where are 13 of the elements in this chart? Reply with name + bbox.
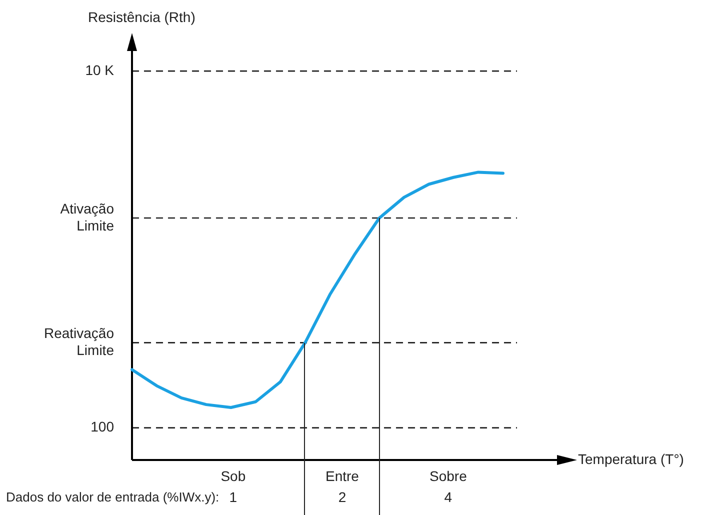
- text: 4: [444, 488, 452, 505]
- y-tick-label: Reativação Limite: [44, 325, 114, 358]
- y-tick-label: Ativação Limite: [60, 200, 114, 234]
- text: Dados do valor de entrada (%IWx.y):: [6, 490, 220, 505]
- text: Sob: [220, 468, 246, 484]
- y-tick-label: 10 K: [85, 62, 115, 78]
- text: Sobre: [429, 468, 468, 484]
- text: Entre: [326, 468, 360, 484]
- y-axis-title: Resistência (Rth): [88, 8, 196, 25]
- text: 1: [229, 488, 238, 505]
- x-axis-title: Temperatura (T°): [578, 450, 684, 467]
- text: 2: [338, 488, 346, 505]
- y-tick-label: 100: [90, 418, 114, 435]
